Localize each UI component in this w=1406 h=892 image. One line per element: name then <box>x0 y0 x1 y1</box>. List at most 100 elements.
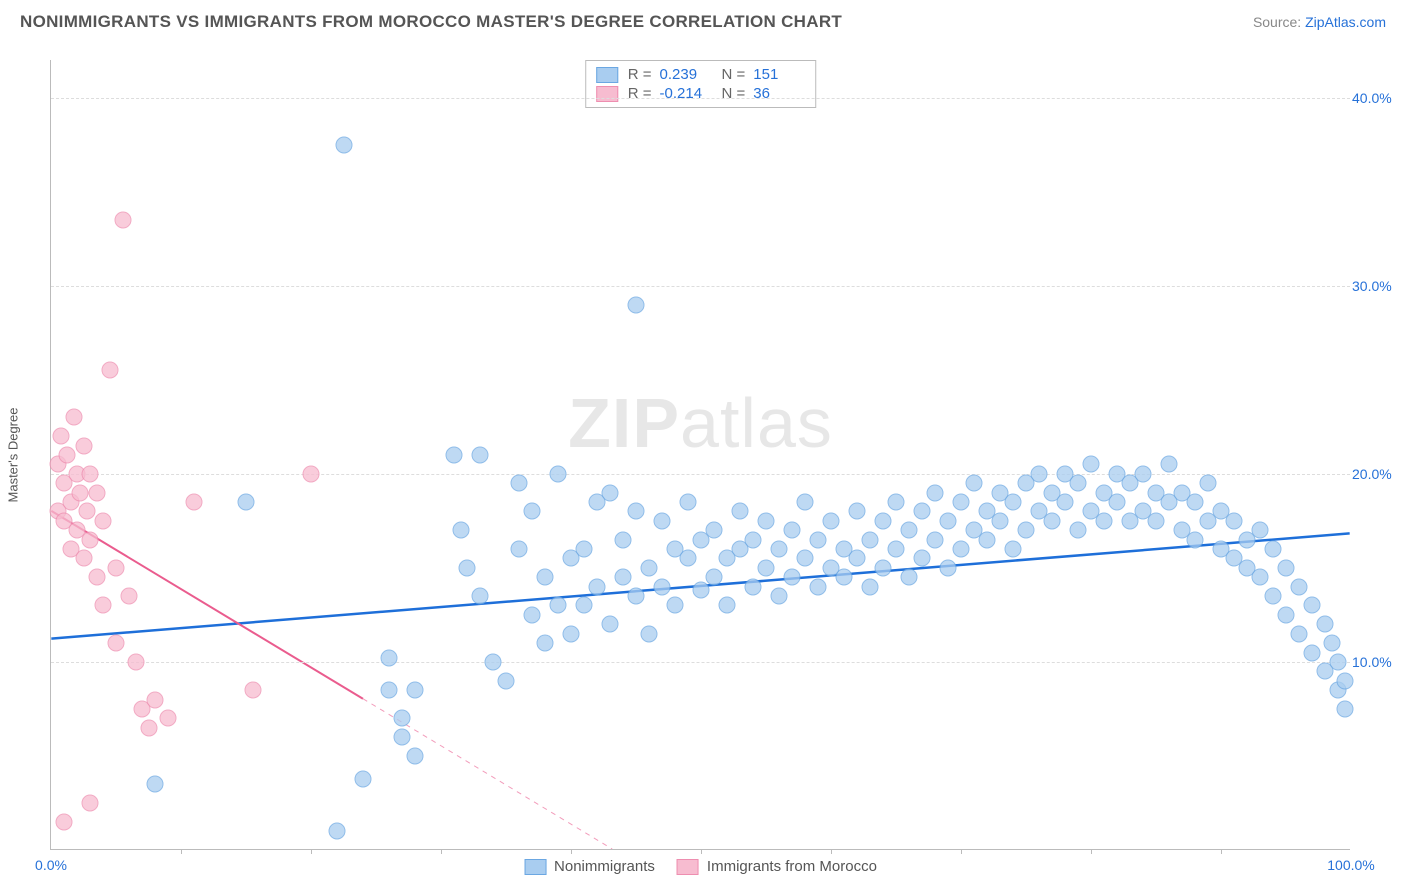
data-point <box>75 437 92 454</box>
data-point <box>901 522 918 539</box>
data-point <box>680 550 697 567</box>
data-point <box>953 541 970 558</box>
data-point <box>66 409 83 426</box>
data-point <box>823 512 840 529</box>
data-point <box>498 672 515 689</box>
data-point <box>602 484 619 501</box>
data-point <box>797 494 814 511</box>
watermark: ZIPatlas <box>568 383 833 463</box>
data-point <box>53 428 70 445</box>
data-point <box>615 569 632 586</box>
data-point <box>511 475 528 492</box>
data-point <box>693 582 710 599</box>
data-point <box>1096 512 1113 529</box>
n-value: 151 <box>753 66 805 83</box>
data-point <box>1265 588 1282 605</box>
x-tick-mark <box>1221 849 1222 854</box>
data-point <box>1135 465 1152 482</box>
data-point <box>758 512 775 529</box>
data-point <box>485 653 502 670</box>
legend-swatch <box>596 86 618 102</box>
data-point <box>1187 494 1204 511</box>
data-point <box>784 522 801 539</box>
data-point <box>550 465 567 482</box>
data-point <box>147 776 164 793</box>
data-point <box>641 559 658 576</box>
source-prefix: Source: <box>1253 14 1305 30</box>
data-point <box>537 635 554 652</box>
series-legend: NonimmigrantsImmigrants from Morocco <box>524 858 877 875</box>
data-point <box>927 484 944 501</box>
data-point <box>888 541 905 558</box>
data-point <box>1252 522 1269 539</box>
data-point <box>1323 635 1340 652</box>
data-point <box>654 578 671 595</box>
data-point <box>810 531 827 548</box>
data-point <box>1226 512 1243 529</box>
data-point <box>244 682 261 699</box>
data-point <box>446 447 463 464</box>
data-point <box>914 550 931 567</box>
data-point <box>407 747 424 764</box>
data-point <box>992 512 1009 529</box>
source-attribution: Source: ZipAtlas.com <box>1253 14 1386 30</box>
data-point <box>58 447 75 464</box>
data-point <box>628 588 645 605</box>
plot-area: Master's Degree ZIPatlas R =0.239N =151R… <box>50 60 1350 850</box>
data-point <box>121 588 138 605</box>
data-point <box>79 503 96 520</box>
data-point <box>979 531 996 548</box>
data-point <box>82 531 99 548</box>
source-link[interactable]: ZipAtlas.com <box>1305 14 1386 30</box>
data-point <box>140 719 157 736</box>
legend-item: Nonimmigrants <box>524 858 655 875</box>
data-point <box>719 597 736 614</box>
x-tick-mark <box>571 849 572 854</box>
data-point <box>537 569 554 586</box>
data-point <box>459 559 476 576</box>
data-point <box>1018 522 1035 539</box>
data-point <box>849 550 866 567</box>
data-point <box>862 531 879 548</box>
x-tick-mark <box>701 849 702 854</box>
data-point <box>732 503 749 520</box>
data-point <box>862 578 879 595</box>
grid-line <box>51 474 1350 475</box>
data-point <box>95 597 112 614</box>
data-point <box>1336 672 1353 689</box>
x-tick-mark <box>181 849 182 854</box>
data-point <box>88 484 105 501</box>
data-point <box>797 550 814 567</box>
data-point <box>82 465 99 482</box>
x-tick-label: 0.0% <box>35 857 67 873</box>
data-point <box>114 211 131 228</box>
x-tick-mark <box>441 849 442 854</box>
data-point <box>888 494 905 511</box>
data-point <box>108 635 125 652</box>
data-point <box>641 625 658 642</box>
data-point <box>810 578 827 595</box>
data-point <box>101 362 118 379</box>
data-point <box>472 447 489 464</box>
data-point <box>1265 541 1282 558</box>
legend-swatch <box>524 859 546 875</box>
data-point <box>1291 578 1308 595</box>
data-point <box>771 541 788 558</box>
data-point <box>1291 625 1308 642</box>
y-tick-label: 20.0% <box>1352 466 1400 482</box>
data-point <box>147 691 164 708</box>
data-point <box>1057 494 1074 511</box>
data-point <box>1304 597 1321 614</box>
data-point <box>589 578 606 595</box>
data-point <box>394 729 411 746</box>
stats-legend: R =0.239N =151R =-0.214N =36 <box>585 60 817 108</box>
data-point <box>1070 522 1087 539</box>
x-tick-mark <box>961 849 962 854</box>
data-point <box>901 569 918 586</box>
n-label: N = <box>722 85 746 102</box>
data-point <box>238 494 255 511</box>
y-tick-label: 10.0% <box>1352 654 1400 670</box>
data-point <box>1005 541 1022 558</box>
grid-line <box>51 662 1350 663</box>
data-point <box>381 650 398 667</box>
